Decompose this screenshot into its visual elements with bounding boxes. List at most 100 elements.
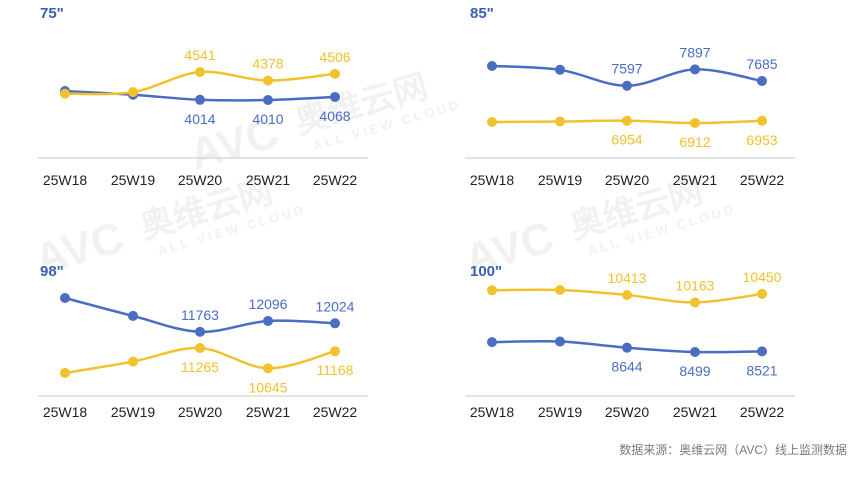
- data-point: [690, 347, 700, 357]
- x-tick-label: 25W22: [313, 404, 358, 420]
- series-0: 7597 7897 7685: [487, 44, 778, 91]
- data-point: [330, 68, 340, 79]
- data-point: [757, 75, 767, 86]
- series-1: 11265 10645 11168: [60, 343, 354, 395]
- data-point: [195, 343, 205, 354]
- x-tick-label: 25W22: [313, 172, 358, 188]
- data-point: [487, 61, 497, 71]
- series-1: 8644 8499 8521: [487, 336, 778, 379]
- data-point: [690, 64, 700, 75]
- data-label: 8644: [611, 359, 642, 375]
- data-label: 7685: [746, 56, 777, 72]
- data-point: [60, 368, 70, 378]
- data-point: [263, 75, 273, 86]
- data-point: [757, 115, 767, 126]
- data-point: [555, 116, 565, 127]
- series-0: 10413 10163 10450: [487, 269, 782, 308]
- data-label: 4541: [184, 47, 215, 63]
- data-point: [128, 310, 138, 321]
- x-tick-label: 25W18: [43, 172, 88, 188]
- data-label: 4378: [252, 56, 283, 72]
- data-label: 11763: [181, 307, 219, 323]
- x-tick-label: 25W19: [111, 404, 156, 420]
- data-point: [622, 289, 632, 300]
- data-point: [690, 297, 700, 308]
- data-label: 8499: [679, 363, 710, 379]
- series-0: 11763 12096 12024: [60, 293, 355, 337]
- data-point: [195, 67, 205, 77]
- panel-title: 75": [40, 5, 64, 22]
- data-label: 6954: [611, 132, 642, 148]
- x-tick-label: 25W18: [470, 172, 515, 188]
- x-tick-label: 25W20: [605, 172, 650, 188]
- x-tick-label: 25W22: [740, 404, 785, 420]
- data-point: [487, 117, 497, 128]
- data-point: [128, 356, 138, 367]
- data-source-note: 数据来源：奥维云网（AVC）线上监测数据: [619, 442, 847, 457]
- chart-panel-0: 75" 25W18 25W19 25W20 25W21 25W22 4014 4010 4068…: [38, 5, 368, 188]
- data-point: [330, 346, 340, 357]
- x-tick-label: 25W19: [538, 404, 583, 420]
- data-label: 8521: [746, 362, 777, 378]
- data-label: 10645: [249, 379, 288, 395]
- series-1: 6954 6912 6953: [487, 115, 778, 150]
- x-tick-label: 25W20: [178, 172, 223, 188]
- x-tick-label: 25W20: [178, 404, 223, 420]
- data-point: [487, 337, 497, 348]
- data-point: [60, 293, 70, 303]
- data-label: 6953: [746, 132, 777, 148]
- data-label: 7597: [611, 61, 642, 77]
- data-point: [622, 115, 632, 126]
- x-tick-label: 25W20: [605, 404, 650, 420]
- data-point: [757, 346, 767, 357]
- data-label: 11168: [317, 362, 354, 378]
- data-point: [622, 80, 632, 91]
- data-point: [690, 118, 700, 128]
- x-tick-label: 25W18: [470, 404, 515, 420]
- x-tick-label: 25W18: [43, 404, 88, 420]
- data-point: [622, 342, 632, 353]
- data-point: [555, 64, 565, 75]
- x-tick-label: 25W21: [246, 172, 291, 188]
- data-label: 4010: [252, 111, 283, 127]
- x-tick-label: 25W21: [246, 404, 291, 420]
- panel-title: 100": [470, 263, 502, 280]
- x-tick-label: 25W22: [740, 172, 785, 188]
- data-point: [757, 288, 767, 299]
- data-point: [195, 326, 205, 337]
- panel-title: 85": [470, 5, 494, 22]
- chart-panel-1: 85" 25W18 25W19 25W20 25W21 25W22 7597 7897 7685…: [465, 5, 795, 188]
- data-label: 12024: [316, 298, 355, 314]
- x-tick-label: 25W21: [673, 172, 718, 188]
- data-point: [555, 285, 565, 295]
- data-point: [330, 91, 340, 102]
- chart-panels: 75" 25W18 25W19 25W20 25W21 25W22 4014 4010 4068…: [38, 5, 795, 420]
- x-tick-label: 25W19: [538, 172, 583, 188]
- x-tick-label: 25W21: [673, 404, 718, 420]
- data-label: 10450: [743, 269, 782, 285]
- data-point: [195, 94, 205, 105]
- data-label: 4014: [184, 111, 215, 127]
- chart-panel-2: 98" 25W18 25W19 25W20 25W21 25W22 11763 12096 12…: [38, 263, 368, 420]
- data-point: [487, 285, 497, 296]
- data-label: 11265: [181, 359, 219, 375]
- data-label: 7897: [679, 44, 710, 60]
- data-label: 4068: [319, 108, 350, 124]
- data-label: 10163: [676, 277, 715, 293]
- data-point: [128, 87, 138, 98]
- panel-title: 98": [40, 263, 64, 280]
- x-tick-label: 25W19: [111, 172, 156, 188]
- series-1: 4541 4378 4506: [60, 47, 351, 99]
- data-label: 6912: [679, 134, 710, 150]
- data-label: 4506: [319, 49, 350, 65]
- data-point: [60, 88, 70, 99]
- data-label: 10413: [608, 270, 647, 286]
- data-label: 12096: [249, 296, 288, 312]
- data-point: [330, 318, 340, 329]
- data-point: [263, 315, 273, 326]
- data-point: [555, 336, 565, 347]
- data-point: [263, 363, 273, 374]
- data-point: [263, 95, 273, 105]
